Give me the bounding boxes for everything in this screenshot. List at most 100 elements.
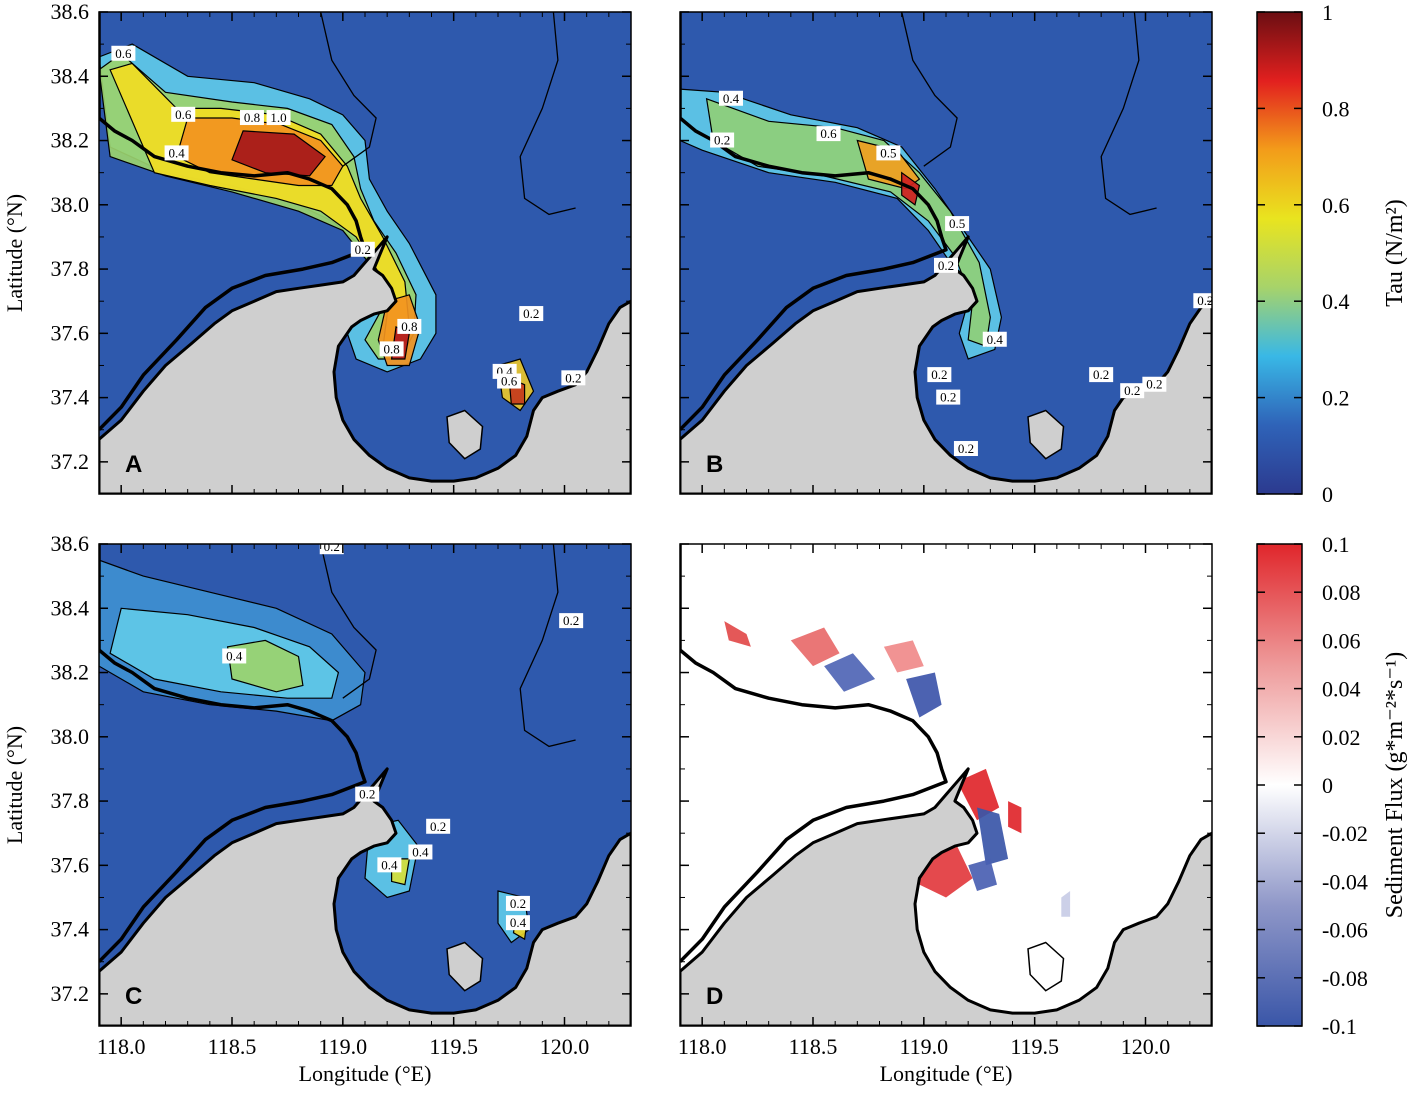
contour-line [320,12,377,167]
contour-label: 0.2 [319,544,344,555]
map-area: 0.4 0.2 0.6 0.5 0.5 0.2 0.4 0.2 0.2 0.2 0.2 0.2 0.2 0… [680,12,1213,494]
contour-label: 1.0 [266,110,291,126]
y-tick-label: 37.6 [51,852,90,877]
southern-land [680,767,1212,1026]
axis-ticks [679,11,1213,495]
x-tick-label: 119.0 [318,1034,367,1059]
map-area: 0.20.20.40.20.20.40.40.20.4 [99,544,631,1026]
contour-label-text: 0.4 [226,648,243,663]
contour-label-text: 0.8 [244,110,260,125]
panel-letter: D [706,983,723,1010]
colorbar-tick-label: 0.04 [1322,677,1361,702]
contour-label-text: 0.2 [1146,377,1162,392]
contour-label-text: 0.4 [987,332,1004,347]
x-tick-label: 120.0 [540,1034,590,1059]
colorbar-tick-label: 0.1 [1322,532,1350,557]
contour-label-text: 0.2 [355,242,371,257]
field-contour [790,627,840,667]
contour-label-text: 0.2 [958,441,974,456]
y-tick-label: 38.0 [51,192,90,217]
contour-label-text: 1.0 [270,110,286,125]
colorbar-tick-label: 0.8 [1322,96,1350,121]
contour-label: 0.2 [350,241,375,257]
colorbar-tick-label: 0 [1322,482,1333,507]
contour-label: 0.4 [222,648,247,664]
colorbar-tick-label: 0.08 [1322,580,1361,605]
field-contour [824,653,876,692]
contour-label: 0.6 [497,373,522,389]
contour-label: 0.6 [111,45,136,61]
island-outline [1027,409,1065,460]
southern-land [99,767,631,1026]
contour-line [901,12,958,167]
colorbar-tick-label: 0 [1322,773,1333,798]
contour-label: 0.2 [927,367,952,383]
y-axis-title: Latitude (°N) [2,726,27,844]
contour-label: 0.4 [164,145,189,161]
contour-label: 0.6 [816,126,841,141]
x-tick-label: 120.0 [1121,1034,1171,1059]
y-tick-label: 37.8 [51,256,90,281]
y-tick-label: 38.6 [51,531,90,556]
colorbar-tick-label: 0.6 [1322,193,1350,218]
x-axis-title: Longitude (°E) [299,1061,432,1086]
contour-label: 0.2 [710,132,735,148]
contour-label: 0.6 [171,106,196,122]
contour-label-text: 0.2 [714,133,730,148]
panel-d: 118.0 118.5 119.0 119.5 120.0 Longitude (°E) D [678,543,1213,1086]
contour-label: 0.2 [559,613,584,629]
field-contour [957,768,1000,821]
contour-label: 0.8 [397,318,422,334]
contour-label: 0.2 [505,895,530,911]
colorbar-tau: 0 0.2 0.4 0.6 0.8 1 Tau (N/m²) [1256,0,1408,507]
contour-label-text: 0.4 [168,145,185,160]
contour-label-text: 0.2 [1093,367,1109,382]
colorbar-title: Sediment Flux (g*m⁻²*s⁻¹) [1382,652,1408,918]
contour-label-text: 0.2 [940,390,956,405]
panel-letter: A [125,451,142,478]
map-area: 0.60.60.40.8 1.00.20.80.80.20.40.6 0.2 [99,12,631,494]
y-tick-label: 38.6 [51,0,90,24]
contour-label: 0.4 [982,331,1007,347]
contour-label: 0.2 [934,257,958,273]
y-tick-label: 38.2 [51,660,90,685]
axis-ticks: 118.0 118.5 119.0 119.5 120.0 [678,543,1213,1059]
contour-label: 0.2 [519,306,544,322]
contour-line [320,544,377,699]
contour-label-text: 0.2 [1124,383,1140,398]
colorbar-tick-label: -0.04 [1322,869,1368,894]
contour-label: 0.5 [876,145,901,161]
contour-label-text: 0.2 [523,306,539,321]
y-axis-title: Latitude (°N) [2,194,27,312]
contour-label-text: 0.8 [383,341,399,356]
contour-label: 0.2 [355,786,380,802]
field-contour [1008,801,1022,834]
panel-b: 0.4 0.2 0.6 0.5 0.5 0.2 0.4 0.2 0.2 0.2 0.2 0.2 0.2 0… [679,11,1213,495]
contour-label-text: 0.4 [381,857,398,872]
contour-label-text: 0.2 [1197,293,1213,308]
panel-letter: C [125,983,142,1010]
contour-label: 0.5 [945,216,970,232]
x-tick-label: 119.0 [899,1034,948,1059]
colorbar-tick-label: -0.02 [1322,821,1368,846]
y-tick-label: 38.0 [51,724,90,749]
contour-label-text: 0.2 [563,613,579,628]
contour-label-text: 0.5 [949,216,965,231]
inland-boundary [99,12,367,431]
axis-ticks: 118.0 118.5 119.0 119.5 120.0 37.2 37.4 37.6 37.… [51,531,632,1059]
y-tick-label: 37.2 [51,981,90,1006]
contour-label: 0.2 [426,818,451,834]
contour-label-text: 0.6 [820,126,837,141]
panel-letter: B [706,451,723,478]
field-contour [724,621,751,647]
contour-label-text: 0.8 [401,319,417,334]
colorbar-flux: -0.1 -0.08 -0.06 -0.04 -0.02 0 0.02 0.04 0.06 0.0… [1256,532,1408,1039]
y-tick-label: 37.6 [51,320,90,345]
contour-label-text: 0.2 [931,367,947,382]
x-tick-label: 118.5 [789,1034,838,1059]
contour-label: 0.2 [953,441,978,457]
contour-label: 0.4 [505,915,530,931]
field-contour [1061,891,1071,917]
